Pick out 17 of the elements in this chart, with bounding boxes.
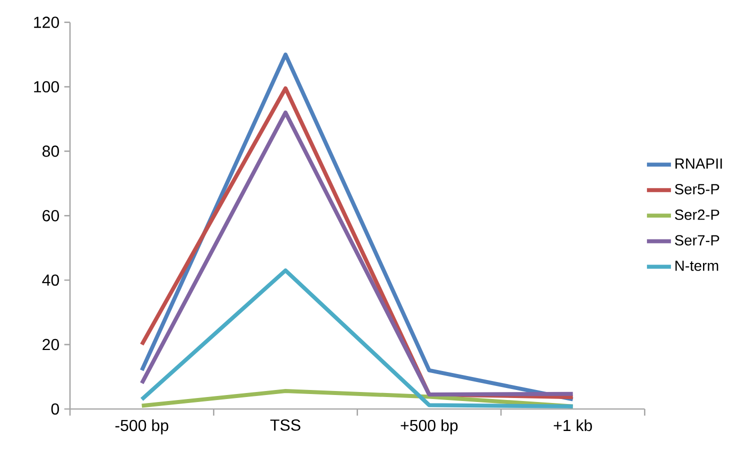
y-tick-label: 100 xyxy=(34,81,59,92)
x-tick-label: +500 bp xyxy=(400,419,458,434)
legend-label: Ser7-P xyxy=(674,235,720,246)
y-tick-label: 60 xyxy=(42,210,59,222)
legend-label: N-term xyxy=(675,260,718,271)
x-tick-label: -500 bp xyxy=(115,419,168,434)
legend-label: Ser5-P xyxy=(674,184,720,194)
line-series xyxy=(140,268,575,408)
y-tick-label: 40 xyxy=(42,274,59,286)
y-tick-label: 20 xyxy=(42,338,59,350)
y-tick-label: 120 xyxy=(34,16,59,28)
legend-label: Ser2-P xyxy=(674,210,720,220)
legend-label: RNAPII xyxy=(675,158,722,169)
y-tick-label: 0 xyxy=(51,403,59,415)
x-tick-label: +1 kb xyxy=(554,419,592,432)
y-tick-label: 80 xyxy=(42,146,59,157)
x-tick-label: TSS xyxy=(270,419,300,431)
